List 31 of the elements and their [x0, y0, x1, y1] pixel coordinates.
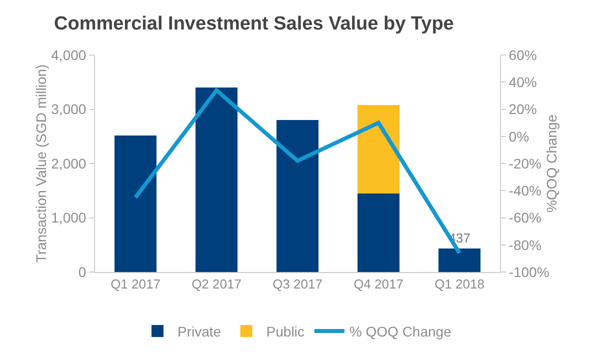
legend-label: % QOQ Change	[349, 323, 452, 340]
bar	[357, 104, 400, 194]
y2-tick-label: -40%	[508, 182, 542, 199]
y2-tick-label: -60%	[508, 210, 542, 226]
y-tick-label: 1,000	[51, 210, 86, 226]
y-tick-label: 4,000	[51, 46, 86, 63]
legend-label: Private	[178, 323, 222, 340]
bar	[276, 120, 319, 272]
x-tick-label: Q4 2017	[354, 276, 404, 292]
y-tick-label: 0	[78, 264, 86, 280]
y2-axis-title: %QOQ Change	[543, 114, 560, 213]
y2-tick-label: -20%	[508, 155, 542, 172]
y2-tick-label: -80%	[508, 236, 542, 253]
bar	[438, 248, 481, 272]
legend-label: Public	[266, 323, 304, 340]
bar	[114, 135, 157, 272]
x-tick-label: Q3 2017	[272, 276, 322, 292]
x-tick-label: Q1 2017	[110, 276, 160, 292]
y-tick-label: 2,000	[51, 155, 86, 172]
x-tick-label: Q2 2017	[192, 276, 242, 292]
y2-tick-label: -100%	[508, 264, 550, 280]
y2-tick-label: 20%	[508, 101, 537, 118]
y-axis-title: Transaction Value (SGD million)	[33, 64, 50, 263]
bar	[357, 193, 400, 272]
chart-title: Commercial Investment Sales Value by Type	[54, 14, 454, 34]
y2-tick-label: 0%	[508, 128, 530, 144]
x-tick-label: Q1 2018	[434, 276, 484, 292]
y2-tick-label: 40%	[508, 74, 537, 90]
y-tick-label: 3,000	[51, 101, 86, 118]
y2-tick-label: 60%	[508, 46, 537, 63]
bar	[195, 88, 238, 272]
